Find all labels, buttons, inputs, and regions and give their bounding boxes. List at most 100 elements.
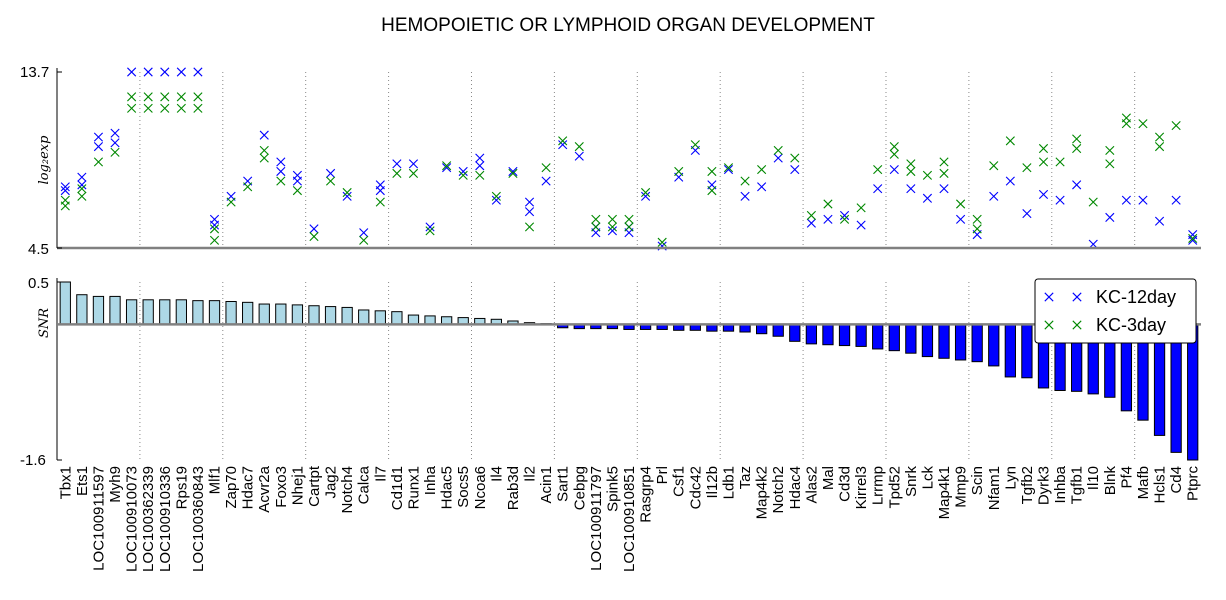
marker-kc-12day-54-0 (956, 214, 966, 224)
marker-kc-3day-12-0 (259, 153, 269, 163)
marker-kc-3day-15-0 (309, 231, 319, 242)
top-y-tick-max: 13.7 (20, 64, 49, 81)
gene-label-il4: Il4 (488, 466, 505, 482)
gene-label-il2: Il2 (522, 466, 539, 482)
snr-bar-map4k2 (755, 323, 768, 335)
marker-kc-12day-53-0 (939, 184, 949, 194)
marker-kc-3day-13-0 (276, 176, 286, 186)
marker-kc-3day-63-0 (1105, 159, 1115, 169)
marker-kc-3day-18-0 (359, 235, 369, 245)
marker-kc-12day-6-0 (160, 67, 170, 77)
top-y-tick-min: 4.5 (28, 241, 49, 258)
gene-label-inhba: Inhba (1052, 465, 1069, 503)
gene-label-notch2: Notch2 (770, 466, 787, 514)
gene-label-cd3d: Cd3d (837, 466, 854, 502)
gene-label-mmp9: Mmp9 (953, 466, 970, 508)
gene-label-tbx1: Tbx1 (57, 466, 74, 499)
marker-kc-12day-4-0 (127, 67, 137, 77)
marker-kc-3day-33-0 (607, 222, 618, 232)
marker-kc-3day-48-0 (856, 203, 866, 213)
marker-kc-3day-64-1 (1121, 113, 1131, 123)
marker-kc-3day-32-0 (591, 222, 601, 232)
gene-label-il10: Il10 (1085, 466, 1102, 490)
marker-kc-3day-21-0 (408, 168, 419, 178)
marker-kc-3day-55-0 (972, 224, 982, 234)
gene-label-zap70: Zap70 (223, 466, 240, 509)
gene-label-mlf1: Mlf1 (207, 466, 224, 494)
snr-bar-notch4 (341, 306, 353, 325)
snr-bar-kirrel3 (855, 323, 867, 347)
gene-label-loc100910073: LOC100910073 (124, 466, 141, 572)
snr-bar-lck (921, 323, 934, 358)
marker-kc-3day-42-0 (757, 164, 767, 175)
gene-label-ptprc: Ptprc (1185, 466, 1202, 502)
gene-label-loc100910336: LOC100910336 (157, 466, 174, 572)
marker-kc-12day-3-1 (110, 128, 120, 138)
marker-kc-12day-3-0 (110, 138, 120, 148)
marker-kc-12day-43-0 (773, 153, 783, 163)
gene-label-mafb: Mafb (1135, 466, 1152, 499)
snr-bar-hdac7 (242, 301, 254, 325)
snr-bar-ptprc (1187, 323, 1199, 461)
marker-kc-12day-30-0 (558, 140, 568, 150)
snr-bar-foxo3 (275, 303, 287, 325)
marker-kc-12day-17-0 (342, 191, 352, 201)
marker-kc-3day-53-1 (939, 157, 949, 167)
marker-kc-3day-61-0 (1072, 143, 1082, 154)
marker-kc-3day-60-0 (1055, 157, 1065, 167)
snr-bar-hdac4 (789, 323, 801, 342)
marker-kc-12day-35-0 (640, 191, 651, 201)
gene-label-loc100360843: LOC100360843 (190, 466, 207, 572)
marker-layer (60, 67, 1198, 251)
marker-kc-12day-59-0 (1038, 189, 1049, 200)
marker-kc-3day-8-0 (193, 92, 203, 102)
marker-kc-12day-63-0 (1105, 212, 1115, 222)
marker-kc-3day-3-0 (110, 147, 120, 157)
marker-kc-12day-16-0 (325, 168, 336, 178)
marker-kc-3day-5-1 (143, 103, 153, 113)
marker-kc-3day-66-0 (1154, 142, 1165, 152)
marker-kc-3day-6-1 (160, 103, 170, 113)
marker-kc-3day-39-1 (707, 166, 717, 177)
snr-bar-loc100360843 (192, 300, 204, 325)
marker-kc-3day-34-0 (624, 222, 634, 232)
marker-kc-3day-31-0 (574, 142, 584, 152)
gene-label-calca: Calca (356, 465, 373, 504)
gene-label-lck: Lck (919, 466, 936, 490)
marker-kc-12day-65-0 (1138, 195, 1148, 205)
marker-kc-12day-48-0 (856, 220, 866, 230)
snr-bar-scin (971, 323, 983, 363)
legend-marker-kc-3day-b (1072, 320, 1082, 330)
legend-marker-kc-3day-a (1044, 320, 1054, 330)
snr-bar-zap70 (225, 300, 237, 325)
gene-label-runx1: Runx1 (405, 466, 422, 509)
gene-label-tpd52: Tpd52 (886, 466, 903, 509)
gene-label-scin: Scin (969, 466, 986, 495)
marker-kc-3day-32-1 (591, 214, 601, 224)
snr-bar-mlf1 (208, 300, 221, 325)
marker-kc-3day-37-0 (674, 166, 684, 177)
gene-label-myh9: Myh9 (107, 466, 124, 503)
marker-kc-3day-14-0 (292, 186, 302, 196)
gene-label-map4k1: Map4k1 (936, 466, 953, 519)
marker-kc-3day-59-1 (1038, 143, 1049, 154)
marker-kc-3day-43-0 (773, 145, 783, 156)
snr-bar-notch2 (772, 323, 784, 337)
marker-kc-12day-13-1 (276, 157, 286, 167)
marker-kc-3day-1-1 (77, 184, 87, 194)
marker-kc-12day-19-1 (375, 180, 385, 190)
gene-label-tgfb2: Tgfb2 (1019, 466, 1036, 504)
marker-kc-3day-12-1 (259, 145, 269, 156)
marker-kc-12day-49-0 (873, 184, 883, 194)
gene-label-cartpt: Cartpt (306, 465, 323, 507)
marker-kc-3day-35-0 (640, 187, 651, 198)
gene-label-foxo3: Foxo3 (273, 466, 290, 508)
gene-label-csf1: Csf1 (671, 466, 688, 497)
marker-kc-12day-28-1 (524, 197, 535, 207)
gene-label-socs5: Socs5 (455, 466, 472, 508)
gene-label-cd4: Cd4 (1168, 466, 1185, 494)
gene-label-cebpg: Cebpg (571, 466, 588, 510)
marker-kc-3day-44-0 (790, 153, 800, 163)
snr-bar-cartpt (308, 305, 320, 325)
snr-bar-jag2 (324, 306, 337, 325)
